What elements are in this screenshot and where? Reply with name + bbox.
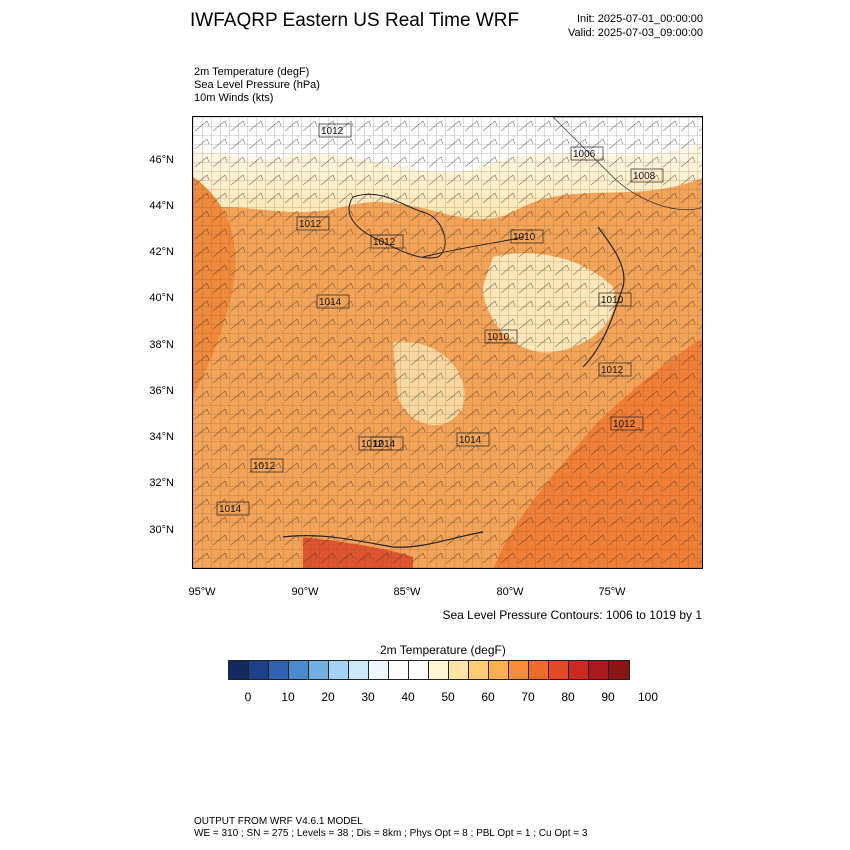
pressure-label: 1012: [321, 126, 344, 137]
colorbar-title: 2m Temperature (degF): [380, 643, 506, 657]
colorbar-label: 40: [401, 690, 415, 704]
pressure-label: 1010: [487, 332, 510, 343]
wind-barbs: [193, 117, 702, 568]
colorbar-swatch: [389, 661, 409, 679]
pressure-label: 1012: [373, 237, 396, 248]
pressure-label: 1010: [513, 232, 536, 243]
pressure-label-box: [570, 146, 604, 161]
colorbar-swatch: [469, 661, 489, 679]
colorbar-swatch: [409, 661, 429, 679]
colorbar-swatch: [449, 661, 469, 679]
pressure-label-box: [296, 216, 330, 231]
colorbar-label: 70: [521, 690, 535, 704]
model-info: OUTPUT FROM WRF V4.6.1 MODEL: [194, 816, 363, 827]
latitude-label: 36°N: [149, 385, 174, 397]
pressure-label: 1014: [319, 297, 342, 308]
field-label-winds: 10m Winds (kts): [194, 92, 274, 104]
pressure-label: 1012: [253, 461, 276, 472]
pressure-label: 1008: [633, 171, 656, 182]
pressure-label-box: [216, 501, 250, 516]
colorbar-label: 0: [244, 690, 252, 704]
latitude-label: 30°N: [149, 524, 174, 536]
colorbar-swatch: [529, 661, 549, 679]
latitude-label: 38°N: [149, 339, 174, 351]
init-time: Init: 2025-07-01_00:00:00: [577, 13, 703, 25]
field-label-pressure: Sea Level Pressure (hPa): [194, 79, 320, 91]
pressure-contour-labels: 1012 1006 1008 1012 1012 1010 1014 1010 1010 1012…: [216, 123, 664, 516]
contour-note: Sea Level Pressure Contours: 1006 to 101…: [442, 608, 703, 622]
latitude-label: 40°N: [149, 292, 174, 304]
longitude-label: 85°W: [393, 586, 421, 598]
colorbar-label: 80: [561, 690, 575, 704]
colorbar-swatch: [589, 661, 609, 679]
weather-map: 1012 1006 1008 1012 1012 1010 1014 1010 1010 1012…: [192, 116, 703, 569]
colorbar-label: 100: [637, 690, 659, 704]
colorbar-swatch: [349, 661, 369, 679]
longitude-label: 80°W: [496, 586, 524, 598]
colorbar-swatch: [509, 661, 529, 679]
colorbar-swatch: [609, 661, 629, 679]
colorbar-swatch: [569, 661, 589, 679]
longitude-label: 95°W: [188, 586, 216, 598]
latitude-label: 44°N: [149, 200, 174, 212]
colorbar-label: 30: [361, 690, 375, 704]
pressure-label-box: [370, 436, 404, 451]
map-canvas: 1012 1006 1008 1012 1012 1010 1014 1010 1010 1012…: [193, 117, 702, 568]
longitude-label: 90°W: [291, 586, 319, 598]
pressure-label: 1012: [613, 419, 636, 430]
model-settings: WE = 310 ; SN = 275 ; Levels = 38 ; Dis …: [194, 828, 588, 839]
pressure-label-box: [456, 432, 490, 447]
colorbar-swatch: [369, 661, 389, 679]
field-label-temperature: 2m Temperature (degF): [194, 66, 310, 78]
colorbar-swatch: [229, 661, 249, 679]
pressure-label-box: [598, 292, 632, 307]
pressure-label: 1012: [299, 219, 322, 230]
colorbar-swatch: [249, 661, 269, 679]
colorbar-swatch: [429, 661, 449, 679]
colorbar: [228, 660, 630, 680]
colorbar-swatch: [269, 661, 289, 679]
pressure-label: 1012: [361, 439, 384, 450]
colorbar-swatch: [329, 661, 349, 679]
colorbar-swatch: [309, 661, 329, 679]
pressure-label: 1010: [601, 295, 624, 306]
colorbar-swatch: [549, 661, 569, 679]
pressure-label-box: [370, 234, 404, 249]
latitude-label: 32°N: [149, 477, 174, 489]
longitude-label: 75°W: [598, 586, 626, 598]
pressure-label-box: [316, 294, 350, 309]
colorbar-swatch: [289, 661, 309, 679]
latitude-label: 42°N: [149, 246, 174, 258]
pressure-label-box: [250, 458, 284, 473]
latitude-label: 46°N: [149, 154, 174, 166]
pressure-label-box: [610, 416, 644, 431]
colorbar-swatch: [489, 661, 509, 679]
pressure-label-box: [484, 329, 518, 344]
colorbar-label: 10: [281, 690, 295, 704]
pressure-label: 1014: [459, 435, 482, 446]
colorbar-label: 20: [321, 690, 335, 704]
colorbar-label: 50: [441, 690, 455, 704]
valid-time: Valid: 2025-07-03_09:00:00: [568, 27, 703, 39]
pressure-label: 1012: [601, 365, 624, 376]
map-title: IWFAQRP Eastern US Real Time WRF: [190, 10, 520, 31]
pressure-label-box: [510, 229, 544, 244]
colorbar-label: 90: [601, 690, 615, 704]
pressure-label: 1014: [219, 504, 242, 515]
pressure-label: 1014: [373, 439, 396, 450]
pressure-label: 1006: [573, 149, 596, 160]
colorbar-label: 60: [481, 690, 495, 704]
latitude-label: 34°N: [149, 431, 174, 443]
pressure-label-box: [598, 362, 632, 377]
pressure-label-box: [318, 123, 352, 138]
pressure-label-box: [630, 168, 664, 183]
